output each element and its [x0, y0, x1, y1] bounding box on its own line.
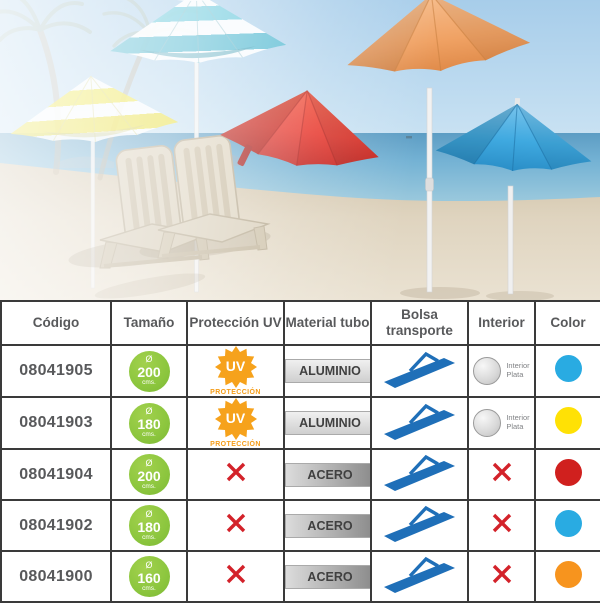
size-value: 200 [137, 467, 161, 484]
table-row: 08041902 Ø 180 cms. ACERO [0, 499, 600, 552]
uv-sublabel: PROTECCIÓN [210, 441, 261, 448]
size-unit: cms. [142, 533, 156, 541]
material-badge: ACERO [286, 513, 369, 538]
x-icon [226, 564, 245, 584]
sun-icon [214, 399, 257, 440]
uv-label: UV [225, 410, 246, 426]
transport-bag-icon [383, 351, 455, 388]
interior-label-1: Interior [506, 361, 530, 371]
table-row: 08041903 Ø 180 cms. UV PROTECCIÓN ALUMIN… [0, 396, 600, 450]
material-badge: ALUMINIO [286, 411, 369, 435]
material-badge: ACERO [286, 462, 369, 487]
color-dot [554, 560, 582, 588]
color-dot [554, 458, 582, 486]
diameter-symbol: Ø [145, 559, 153, 570]
codigo-value: 08041903 [0, 396, 112, 450]
color-dot [554, 509, 582, 537]
x-icon [492, 462, 511, 482]
codigo-value: 08041904 [0, 448, 112, 501]
size-badge: Ø 160 cms. [128, 556, 170, 597]
header-proteccion-uv: Protección UV [186, 300, 285, 346]
size-badge: Ø 200 cms. [128, 350, 170, 392]
size-value: 200 [137, 364, 161, 381]
codigo-value: 08041902 [0, 499, 112, 552]
uv-protection-icon: UV PROTECCIÓN [189, 399, 282, 448]
beach-scene [0, 0, 600, 300]
interior-label-2: Plata [506, 370, 524, 379]
size-unit: cms. [142, 584, 156, 592]
x-icon [226, 462, 245, 482]
material-badge: ALUMINIO [286, 359, 369, 383]
codigo-value: 08041900 [0, 550, 112, 603]
header-tamano: Tamaño [110, 300, 188, 346]
color-dot [554, 407, 582, 434]
interior-label-2: Plata [506, 422, 524, 431]
sun-icon [214, 347, 257, 388]
table-header-row: Código Tamaño Protección UV Material tub… [0, 300, 600, 346]
uv-sublabel: PROTECCIÓN [210, 389, 261, 396]
silver-circle [473, 357, 502, 385]
interior-silver-icon: Interior Plata [470, 409, 533, 437]
size-unit: cms. [142, 431, 156, 439]
x-icon [492, 513, 511, 533]
diameter-symbol: Ø [145, 508, 153, 519]
header-material-tubo: Material tubo [283, 300, 372, 346]
table-row: 08041904 Ø 200 cms. ACERO [0, 448, 600, 501]
size-value: 180 [137, 416, 161, 433]
diameter-symbol: Ø [145, 354, 153, 365]
size-badge: Ø 200 cms. [128, 454, 170, 495]
transport-bag-icon [383, 556, 455, 593]
x-icon [492, 564, 511, 584]
size-value: 180 [137, 518, 161, 535]
size-badge: Ø 180 cms. [128, 505, 170, 546]
interior-label-1: Interior [506, 413, 530, 423]
size-badge: Ø 180 cms. [128, 402, 170, 444]
boat [406, 136, 412, 139]
material-badge: ACERO [286, 564, 369, 589]
uv-protection-icon: UV PROTECCIÓN [189, 347, 282, 396]
header-bolsa-transporte: Bolsa transporte [370, 300, 469, 346]
spec-table: Código Tamaño Protección UV Material tub… [0, 300, 600, 603]
table-row: 08041900 Ø 160 cms. ACERO [0, 550, 600, 603]
size-value: 160 [137, 569, 161, 586]
header-interior: Interior [467, 300, 536, 346]
table-row: 08041905 Ø 200 cms. UV PROTECCIÓN ALUMIN… [0, 344, 600, 398]
transport-bag-icon [383, 505, 455, 542]
header-color: Color [534, 300, 600, 346]
x-icon [226, 513, 245, 533]
transport-bag-icon [383, 454, 455, 491]
silver-circle [473, 409, 502, 437]
size-unit: cms. [142, 379, 156, 387]
transport-bag-icon [383, 403, 455, 440]
beach-photo [0, 0, 600, 300]
uv-label: UV [225, 358, 246, 374]
codigo-value: 08041905 [0, 344, 112, 398]
header-codigo: Código [0, 300, 112, 346]
diameter-symbol: Ø [145, 406, 153, 417]
size-unit: cms. [142, 482, 156, 490]
diameter-symbol: Ø [145, 457, 153, 468]
interior-silver-icon: Interior Plata [470, 357, 533, 385]
color-dot [554, 355, 582, 382]
